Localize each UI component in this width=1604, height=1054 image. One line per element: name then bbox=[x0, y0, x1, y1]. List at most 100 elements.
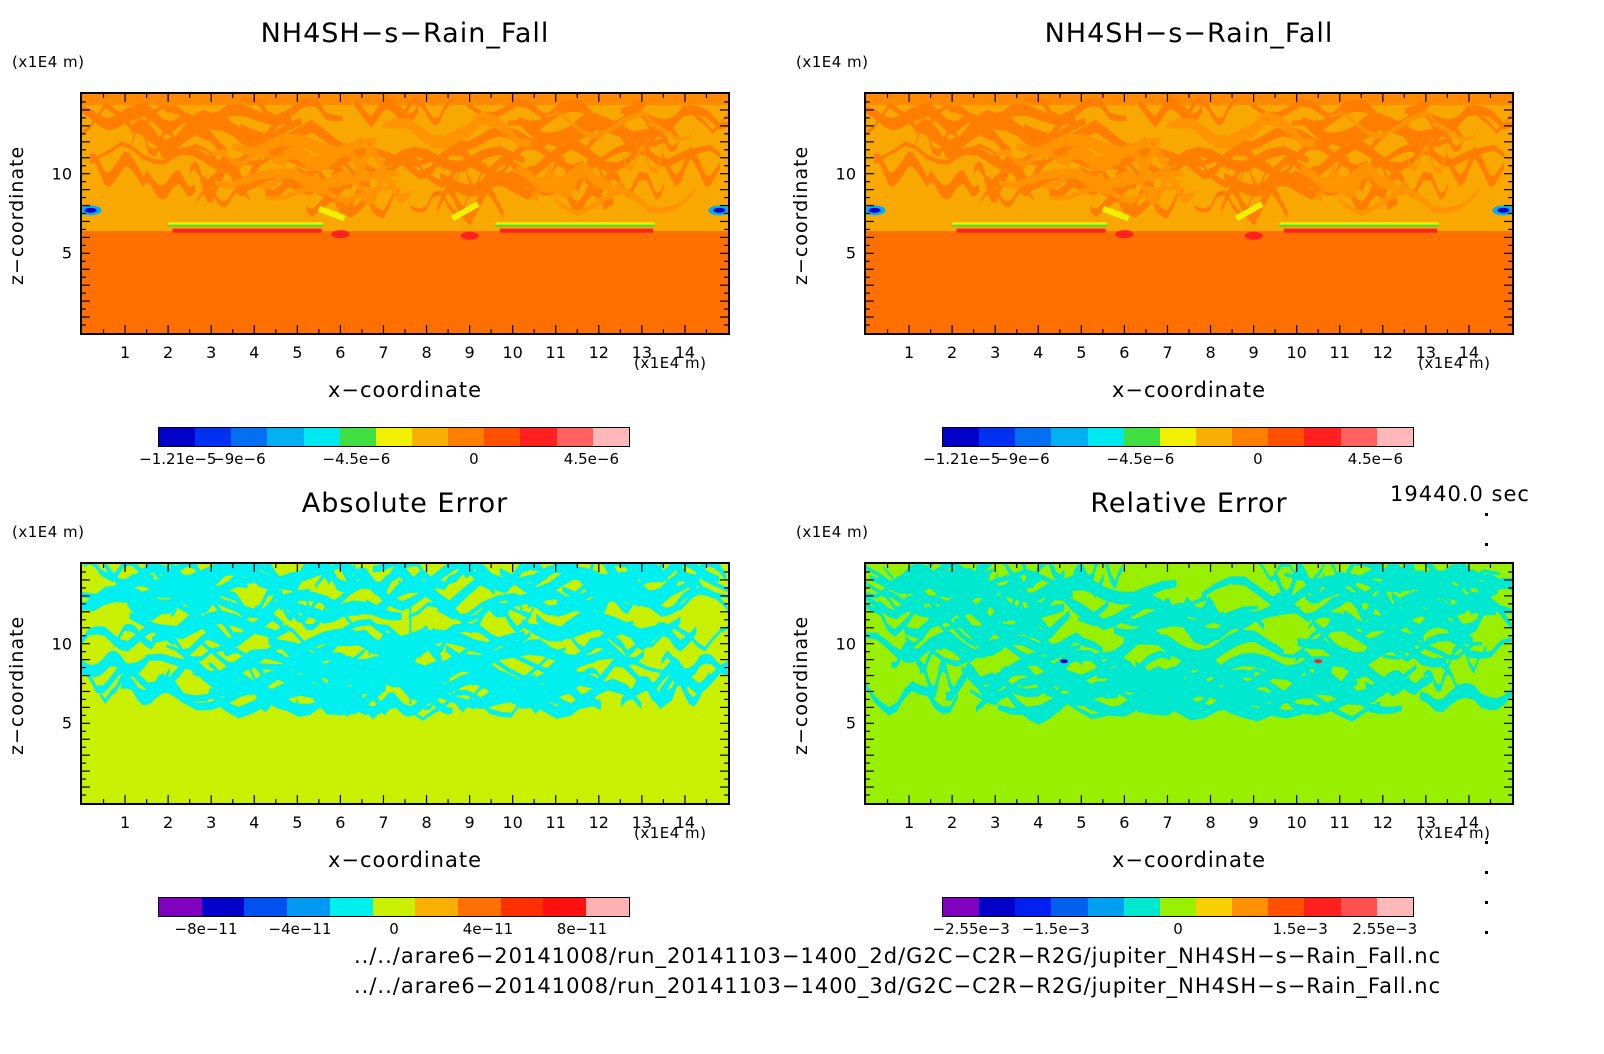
x-tick-label: 1 bbox=[119, 343, 131, 362]
error-streak bbox=[869, 568, 1044, 594]
plot-area bbox=[864, 562, 1514, 805]
positive-streak bbox=[165, 104, 292, 127]
positive-streak bbox=[145, 169, 196, 200]
y-tick-label: 5 bbox=[61, 243, 72, 263]
colorbar-label: 8e−11 bbox=[556, 920, 608, 938]
x-tick-label: 7 bbox=[1162, 813, 1173, 832]
decor-dot bbox=[1485, 871, 1488, 874]
positive-streak bbox=[516, 162, 622, 196]
positive-streak bbox=[929, 169, 980, 200]
colorbar-swatch bbox=[448, 428, 485, 446]
colorbar-label: −1.21e−5 bbox=[139, 450, 217, 468]
x-tick-label: 6 bbox=[1119, 343, 1130, 362]
positive-streak bbox=[986, 155, 1045, 194]
error-streak bbox=[995, 632, 1103, 656]
colorbar-swatch bbox=[1015, 428, 1052, 446]
positive-streak bbox=[546, 110, 692, 142]
positive-streak bbox=[949, 104, 1076, 127]
colorbar-swatch bbox=[1340, 898, 1377, 916]
colorbar-label: 4.5e−6 bbox=[563, 450, 619, 468]
error-streak bbox=[1353, 594, 1395, 621]
slant-feature bbox=[317, 205, 346, 222]
band-green bbox=[952, 224, 1108, 227]
colorbar-swatch bbox=[1268, 898, 1305, 916]
positive-streak bbox=[866, 102, 974, 133]
x-tick-label: 4 bbox=[1033, 813, 1044, 832]
chart-title: NH4SH−s−Rain_Fall bbox=[260, 18, 550, 49]
y-axis-label: z−coordinate bbox=[6, 615, 28, 755]
colorbar-label: 4e−11 bbox=[462, 920, 514, 938]
colorbar-label: 0 bbox=[1173, 920, 1183, 938]
error-streak bbox=[263, 564, 363, 593]
error-streak bbox=[366, 575, 491, 615]
error-streak bbox=[1274, 564, 1325, 604]
error-streak bbox=[593, 589, 640, 616]
error-streak bbox=[656, 564, 726, 591]
error-streak bbox=[192, 669, 339, 699]
colorbar-swatch bbox=[943, 428, 980, 446]
positive-streak bbox=[226, 143, 369, 170]
band-red bbox=[499, 228, 654, 233]
error-streak bbox=[621, 674, 689, 710]
colorbar-swatch bbox=[1304, 898, 1341, 916]
field-top-band bbox=[82, 94, 728, 106]
error-streak bbox=[895, 637, 996, 663]
y-tick-label: 10 bbox=[51, 164, 72, 184]
error-streak bbox=[1053, 564, 1104, 603]
error-streak bbox=[411, 689, 545, 721]
positive-streak bbox=[1167, 110, 1316, 150]
x-tick-label: 11 bbox=[1329, 343, 1350, 362]
y-axis-label: z−coordinate bbox=[790, 145, 812, 285]
error-streak bbox=[878, 594, 991, 618]
y-axis-label: z−coordinate bbox=[6, 145, 28, 285]
x-tick-label: 6 bbox=[1119, 813, 1130, 832]
colorbar-label: 1.5e−3 bbox=[1272, 920, 1328, 938]
band-red bbox=[1283, 228, 1438, 233]
positive-streak bbox=[874, 151, 933, 187]
colorbar-swatch bbox=[1159, 428, 1196, 446]
plot-area bbox=[80, 92, 730, 335]
error-streak bbox=[82, 650, 149, 679]
positive-streak bbox=[1173, 146, 1298, 181]
x-tick-label: 5 bbox=[1076, 813, 1087, 832]
error-streak bbox=[106, 573, 216, 599]
x-tick-label: 1 bbox=[119, 813, 131, 832]
error-streak bbox=[536, 636, 644, 667]
colorbar-label: 0 bbox=[389, 920, 399, 938]
file-path-1: ../../arare6−20141008/run_20141103−1400_… bbox=[354, 944, 1442, 968]
blob-negative bbox=[1060, 659, 1069, 664]
colorbar-label: 0 bbox=[469, 450, 479, 468]
band-yellow bbox=[495, 222, 655, 226]
slant-feature bbox=[1101, 205, 1130, 222]
error-streak bbox=[447, 564, 547, 594]
error-streak bbox=[571, 630, 646, 658]
edge-feature-core bbox=[1497, 207, 1510, 213]
x-tick-label: 3 bbox=[206, 813, 217, 832]
error-streak bbox=[905, 611, 1012, 648]
x-tick-label: 4 bbox=[1033, 343, 1044, 362]
error-streak bbox=[161, 654, 264, 690]
positive-streak bbox=[1048, 185, 1174, 204]
error-streak bbox=[866, 681, 958, 716]
positive-streak bbox=[389, 146, 514, 181]
colorbar-swatch bbox=[592, 428, 629, 446]
positive-streak bbox=[501, 137, 641, 178]
error-streak bbox=[320, 564, 356, 585]
x-tick-label: 13 bbox=[631, 343, 653, 362]
x-tick-label: 3 bbox=[990, 343, 1001, 362]
positive-streak bbox=[549, 153, 608, 192]
positive-streak bbox=[467, 99, 568, 120]
x-unit-label: (x1E4 m) bbox=[1418, 354, 1491, 372]
panel-top-left: NH4SH−s−Rain_Fall (x1E4 m) z−coordinate … bbox=[0, 0, 780, 470]
chart-title: Absolute Error bbox=[301, 488, 509, 519]
colorbar-swatch bbox=[287, 898, 330, 916]
error-streak bbox=[947, 567, 994, 596]
error-streak bbox=[375, 623, 531, 648]
positive-streak bbox=[82, 102, 190, 133]
x-tick-label: 8 bbox=[1205, 343, 1216, 362]
slant-feature bbox=[450, 201, 480, 221]
error-streak bbox=[82, 662, 171, 694]
error-streak bbox=[1308, 612, 1422, 640]
colorbar-swatch bbox=[339, 428, 376, 446]
colorbar-swatch bbox=[303, 428, 340, 446]
